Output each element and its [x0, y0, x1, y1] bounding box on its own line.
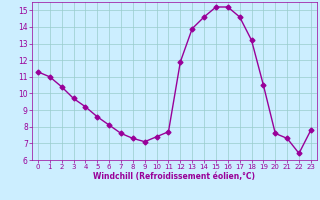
X-axis label: Windchill (Refroidissement éolien,°C): Windchill (Refroidissement éolien,°C): [93, 172, 255, 181]
